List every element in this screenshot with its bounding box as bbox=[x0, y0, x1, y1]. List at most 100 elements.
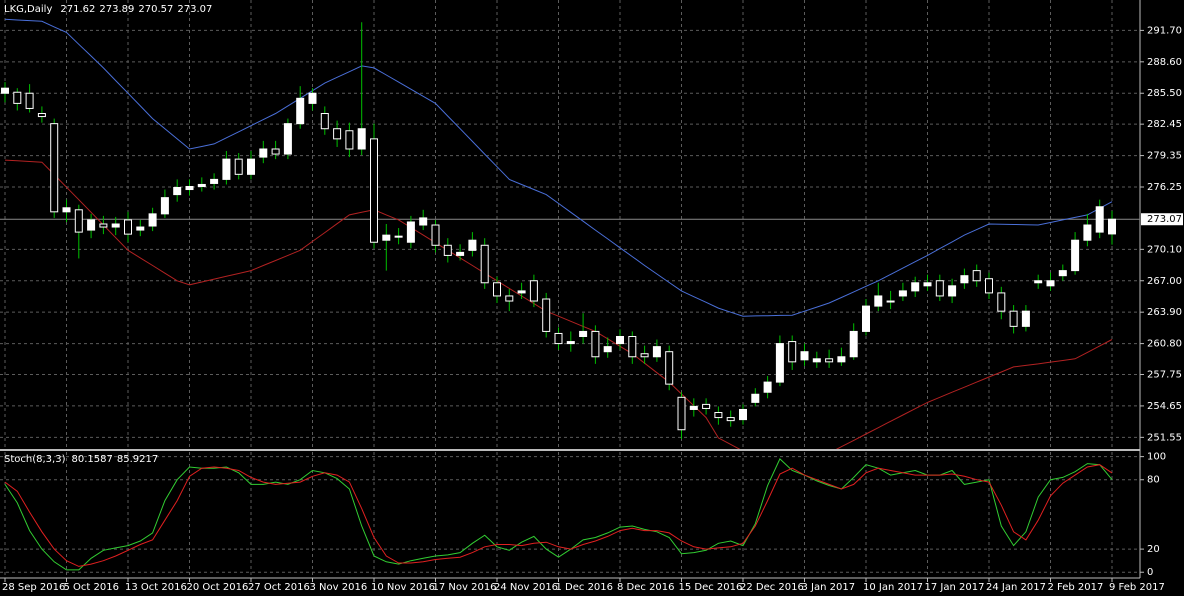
candle-body bbox=[985, 278, 993, 294]
main-panel bbox=[0, 0, 1140, 449]
candle-body bbox=[173, 187, 182, 196]
stoch-k: 80.1587 bbox=[71, 454, 112, 465]
y-tick-label: 291.70 bbox=[1147, 25, 1182, 36]
candle-body bbox=[259, 148, 268, 158]
stoch-title: Stoch(8,3,3) bbox=[4, 454, 66, 465]
candle-body bbox=[99, 223, 108, 228]
candle-body bbox=[148, 213, 157, 227]
candle-body bbox=[234, 158, 243, 175]
y-tick-label: 263.90 bbox=[1147, 307, 1182, 318]
header-low: 270.57 bbox=[138, 4, 173, 15]
candle-body bbox=[1034, 280, 1043, 284]
candle-body bbox=[468, 239, 477, 251]
x-tick-label: 2 Feb 2017 bbox=[1048, 582, 1104, 593]
candle-body bbox=[714, 412, 723, 419]
candle-body bbox=[87, 219, 96, 231]
y-tick-label: 251.55 bbox=[1147, 432, 1182, 443]
candle-body bbox=[1058, 270, 1067, 277]
y-tick-label: 257.75 bbox=[1147, 370, 1182, 381]
header-close: 273.07 bbox=[177, 4, 212, 15]
y-tick-label: 276.25 bbox=[1147, 182, 1182, 193]
candle-body bbox=[1, 87, 9, 94]
x-tick-label: 24 Jan 2017 bbox=[986, 582, 1046, 593]
candle-body bbox=[296, 97, 305, 125]
candle-body bbox=[616, 335, 624, 345]
candle-body bbox=[283, 123, 292, 155]
main-header: LKG,Daily 271.62 273.89 270.57 273.07 bbox=[4, 4, 212, 15]
candle-body bbox=[136, 226, 145, 231]
candle-body bbox=[1046, 280, 1055, 287]
x-tick-label: 3 Nov 2016 bbox=[310, 582, 368, 593]
x-tick-label: 24 Nov 2016 bbox=[494, 582, 558, 593]
candle-body bbox=[517, 290, 526, 294]
candle-body bbox=[886, 300, 895, 303]
candle-body bbox=[74, 209, 83, 233]
candle-body bbox=[1095, 206, 1104, 233]
candle-body bbox=[1108, 218, 1116, 235]
last-price-label: 273.07 bbox=[1147, 214, 1182, 225]
candle-body bbox=[935, 280, 944, 297]
stoch-d: 85.9217 bbox=[117, 454, 158, 465]
candle-body bbox=[997, 292, 1006, 312]
candle-body bbox=[862, 305, 870, 332]
candle-body bbox=[308, 92, 317, 104]
candle-body bbox=[222, 158, 231, 180]
candle-body bbox=[124, 219, 132, 235]
x-tick-label: 13 Oct 2016 bbox=[125, 582, 187, 593]
stoch-panel bbox=[0, 452, 1140, 578]
candle-body bbox=[665, 351, 674, 385]
candle-body bbox=[775, 343, 784, 383]
candle-body bbox=[320, 113, 329, 130]
candle-body bbox=[911, 282, 920, 292]
x-tick-label: 10 Nov 2016 bbox=[371, 582, 435, 593]
x-tick-label: 15 Dec 2016 bbox=[679, 582, 743, 593]
candle-body bbox=[898, 290, 907, 297]
candle-body bbox=[849, 330, 858, 358]
candle-body bbox=[948, 285, 957, 297]
axes: 291.70 288.60 285.50 282.45 279.35 276.25 270.… bbox=[2, 25, 1183, 593]
candle-body bbox=[800, 351, 809, 361]
candle-body bbox=[640, 353, 649, 358]
candle-body bbox=[419, 217, 428, 226]
candle-body bbox=[689, 405, 698, 410]
candle-body bbox=[874, 295, 883, 307]
candle-body bbox=[960, 275, 969, 284]
candle-body bbox=[739, 408, 747, 421]
candle-body bbox=[382, 234, 391, 241]
candle-body bbox=[751, 393, 760, 403]
candle-body bbox=[50, 123, 59, 213]
candle-body bbox=[812, 358, 821, 363]
x-tick-label: 5 Oct 2016 bbox=[64, 582, 119, 593]
x-tick-label: 28 Sep 2016 bbox=[2, 582, 65, 593]
x-tick-label: 17 Nov 2016 bbox=[433, 582, 497, 593]
x-tick-label: 1 Dec 2016 bbox=[556, 582, 614, 593]
x-tick-label: 27 Oct 2016 bbox=[248, 582, 310, 593]
y-tick-label: 260.80 bbox=[1147, 339, 1182, 350]
stoch-header: Stoch(8,3,3) 80.1587 85.9217 bbox=[4, 454, 158, 465]
y-tick-label: 100 bbox=[1147, 452, 1166, 463]
candle-body bbox=[493, 282, 501, 297]
candle-body bbox=[1021, 310, 1030, 327]
candle-body bbox=[111, 223, 120, 228]
candle-body bbox=[345, 130, 354, 150]
y-tick-label: 20 bbox=[1147, 544, 1160, 555]
x-tick-label: 8 Dec 2016 bbox=[617, 582, 675, 593]
y-tick-label: 270.10 bbox=[1147, 244, 1182, 255]
candle-body bbox=[185, 185, 194, 191]
header-high: 273.89 bbox=[99, 4, 134, 15]
candle-body bbox=[406, 221, 415, 243]
candle-body bbox=[603, 346, 612, 353]
candle-body bbox=[837, 356, 846, 363]
candle-body bbox=[972, 270, 981, 282]
last-price-box bbox=[1141, 213, 1183, 226]
candle-body bbox=[542, 298, 551, 332]
candle-body bbox=[505, 295, 514, 302]
y-tick-label: 0 bbox=[1147, 567, 1153, 578]
candle-body bbox=[763, 381, 772, 393]
x-tick-label: 10 Jan 2017 bbox=[863, 582, 923, 593]
candle-body bbox=[677, 396, 686, 431]
candle-body bbox=[443, 244, 452, 256]
x-tick-label: 20 Oct 2016 bbox=[187, 582, 249, 593]
